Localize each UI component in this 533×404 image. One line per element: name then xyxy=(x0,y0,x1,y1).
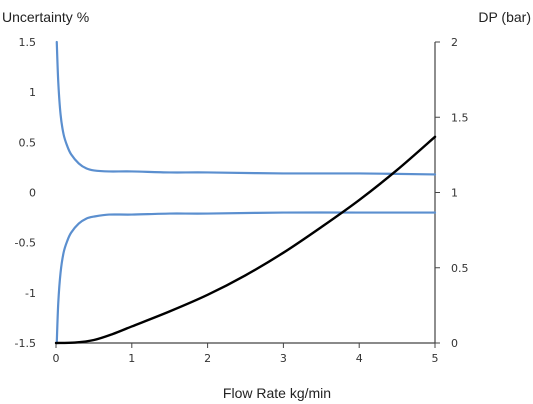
x-axis-title: Flow Rate kg/min xyxy=(223,385,331,401)
uncertainty-upper-line xyxy=(55,40,437,176)
y-left-tick-label: -0.5 xyxy=(15,237,36,250)
x-tick-label: 0 xyxy=(53,352,60,365)
dp-series-line xyxy=(54,135,437,345)
x-tick-label: 2 xyxy=(204,352,211,365)
x-tick-label: 1 xyxy=(128,352,135,365)
y-right-tick-label: 0 xyxy=(451,337,458,350)
y-right-axis-title: DP (bar) xyxy=(478,9,531,25)
y-left-tick-label: 1 xyxy=(29,86,36,99)
y-right-tick-label: 0.5 xyxy=(451,262,469,275)
uncertainty-lower-line xyxy=(55,211,437,345)
y-left-tick-label: -1.5 xyxy=(15,337,36,350)
x-tick-label: 5 xyxy=(432,352,439,365)
y-left-tick-label: 0.5 xyxy=(19,136,37,149)
x-tick-label: 3 xyxy=(280,352,287,365)
y-right-tick-label: 1.5 xyxy=(451,111,469,124)
y-left-tick-label: -1 xyxy=(25,287,36,300)
series-layer xyxy=(54,40,437,345)
y-left-tick-label: 0 xyxy=(29,187,36,200)
y-left-axis-title: Uncertainty % xyxy=(2,9,89,25)
ticks: 0 1 2 3 4 5 1.5 1 0.5 0 -0.5 -1 -1.5 2 1.5 1 0.5 0 xyxy=(15,36,469,365)
y-left-tick-label: 1.5 xyxy=(19,36,37,49)
y-right-tick-label: 2 xyxy=(451,36,458,49)
y-right-tick-label: 1 xyxy=(451,187,458,200)
x-tick-label: 4 xyxy=(356,352,363,365)
